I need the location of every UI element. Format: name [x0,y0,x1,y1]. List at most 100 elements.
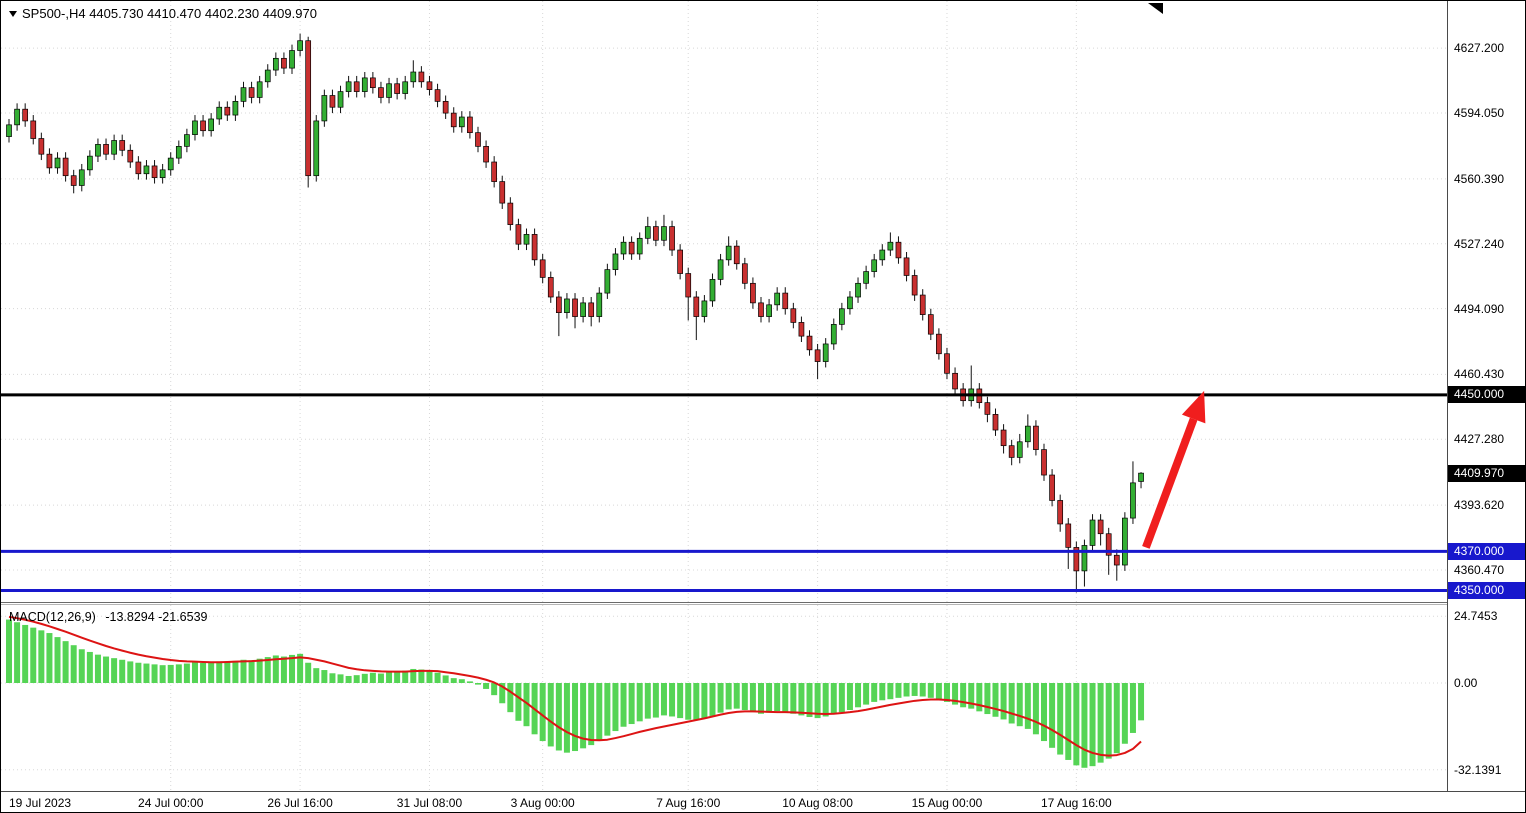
macd-histogram-bar [345,675,352,683]
price-axis-tick: 4393.620 [1454,498,1505,513]
macd-histogram-bar [677,683,684,719]
bearish-candle [806,335,813,351]
macd-histogram-bar [863,683,870,705]
macd-histogram-bar [1073,683,1080,766]
macd-histogram-bar [353,675,360,683]
bullish-candle [1016,441,1023,458]
bullish-candle [337,91,344,108]
macd-indicator-canvas[interactable] [1,605,1447,791]
bearish-candle [70,175,77,186]
bullish-candle [822,343,829,362]
macd-histogram-bar [790,683,797,714]
time-axis-label: 24 Jul 00:00 [138,796,204,810]
trend-arrow-shaft[interactable] [1142,417,1198,549]
macd-histogram-bar [749,683,756,713]
bearish-candle [353,81,360,92]
price-axis[interactable]: 4627.200 4594.050 4560.390 4527.240 4494.090… [1447,1,1525,791]
macd-histogram-bar [78,649,85,683]
macd-histogram-bar [555,683,562,751]
macd-histogram-bar [903,683,910,697]
bullish-candle [289,50,295,69]
macd-histogram-bar [960,683,967,708]
bullish-candle [863,271,869,284]
price-axis-tick: 4460.430 [1454,367,1505,382]
bearish-candle [442,101,449,114]
macd-histogram-bar [814,683,821,719]
macd-histogram-bar [232,660,239,683]
macd-histogram-bar [1065,683,1072,760]
bearish-candle [758,302,764,317]
bearish-candle [944,353,950,374]
macd-histogram-bar [1081,683,1088,768]
bullish-candle [272,57,279,71]
macd-histogram-bar [103,656,110,683]
macd-histogram-bar [386,672,393,683]
bearish-candle [62,157,69,177]
bearish-candle [38,138,45,155]
bullish-candle [184,134,190,147]
bullish-candle [709,279,716,302]
bearish-candle [394,83,400,94]
bearish-candle [733,245,740,265]
trend-arrow-head[interactable] [1181,390,1206,424]
macd-histogram-bar [1129,683,1136,733]
time-axis-label: 19 Jul 2023 [9,796,72,810]
chart-header: SP500-,H4 4405.730 4410.470 4402.230 440… [9,6,317,21]
bearish-candle [22,108,29,122]
bullish-candle [871,259,878,272]
macd-histogram-bar [127,661,134,683]
macd-histogram-bar [264,657,271,683]
price-chart-canvas[interactable] [1,1,1447,602]
macd-histogram-bar [563,683,570,753]
bearish-candle [539,259,546,278]
bullish-candle [1122,517,1128,566]
macd-histogram-bar [321,670,328,683]
macd-indicator-header: MACD(12,26,9) -13.8294 -21.6539 [9,610,214,624]
bearish-candle [628,241,635,255]
bearish-candle [151,165,158,179]
bearish-candle [1113,554,1120,566]
bullish-candle [361,77,368,92]
bearish-candle [200,120,206,132]
macd-histogram-bar [499,683,506,704]
bearish-candle [992,414,999,431]
bearish-candle [378,87,384,98]
macd-histogram-bar [741,683,748,710]
bullish-candle [774,292,781,306]
time-axis[interactable]: 19 Jul 2023 24 Jul 00:00 26 Jul 16:00 31 Ju… [1,791,1525,812]
bullish-candle [1024,425,1031,443]
macd-histogram-bar [216,661,223,683]
bullish-candle [95,144,101,157]
pane-splitter[interactable] [1,602,1525,605]
bearish-candle [685,273,692,298]
bearish-candle [46,153,53,169]
macd-histogram-bar [669,683,676,717]
macd-histogram-bar [151,664,158,683]
macd-histogram-bar [774,683,781,712]
macd-histogram-bar [588,683,595,746]
macd-histogram-bar [1089,683,1096,767]
bearish-candle [491,161,498,182]
macd-histogram-bar [952,683,959,705]
macd-histogram-bar [984,683,991,715]
bullish-candle [232,101,239,116]
macd-histogram-bar [410,668,417,683]
macd-histogram-bar [507,683,514,713]
bearish-candle [450,112,457,128]
bearish-candle [370,77,376,89]
chart-dropdown-arrow-icon[interactable] [9,10,17,17]
bearish-candle [936,333,942,355]
price-axis-tick: 4427.280 [1454,432,1505,447]
macd-histogram-bar [701,683,708,719]
macd-histogram-bar [70,645,77,683]
bearish-candle [329,95,336,108]
chart-shift-marker-icon[interactable] [1148,3,1163,14]
macd-histogram-bar [377,673,384,683]
bearish-candle [741,263,748,284]
bearish-candle [555,296,562,314]
macd-histogram-bar [143,663,150,683]
macd-histogram-bar [539,683,546,742]
price-axis-tick: 4627.200 [1454,41,1505,56]
macd-indicator-values: -13.8294 -21.6539 [105,610,208,624]
